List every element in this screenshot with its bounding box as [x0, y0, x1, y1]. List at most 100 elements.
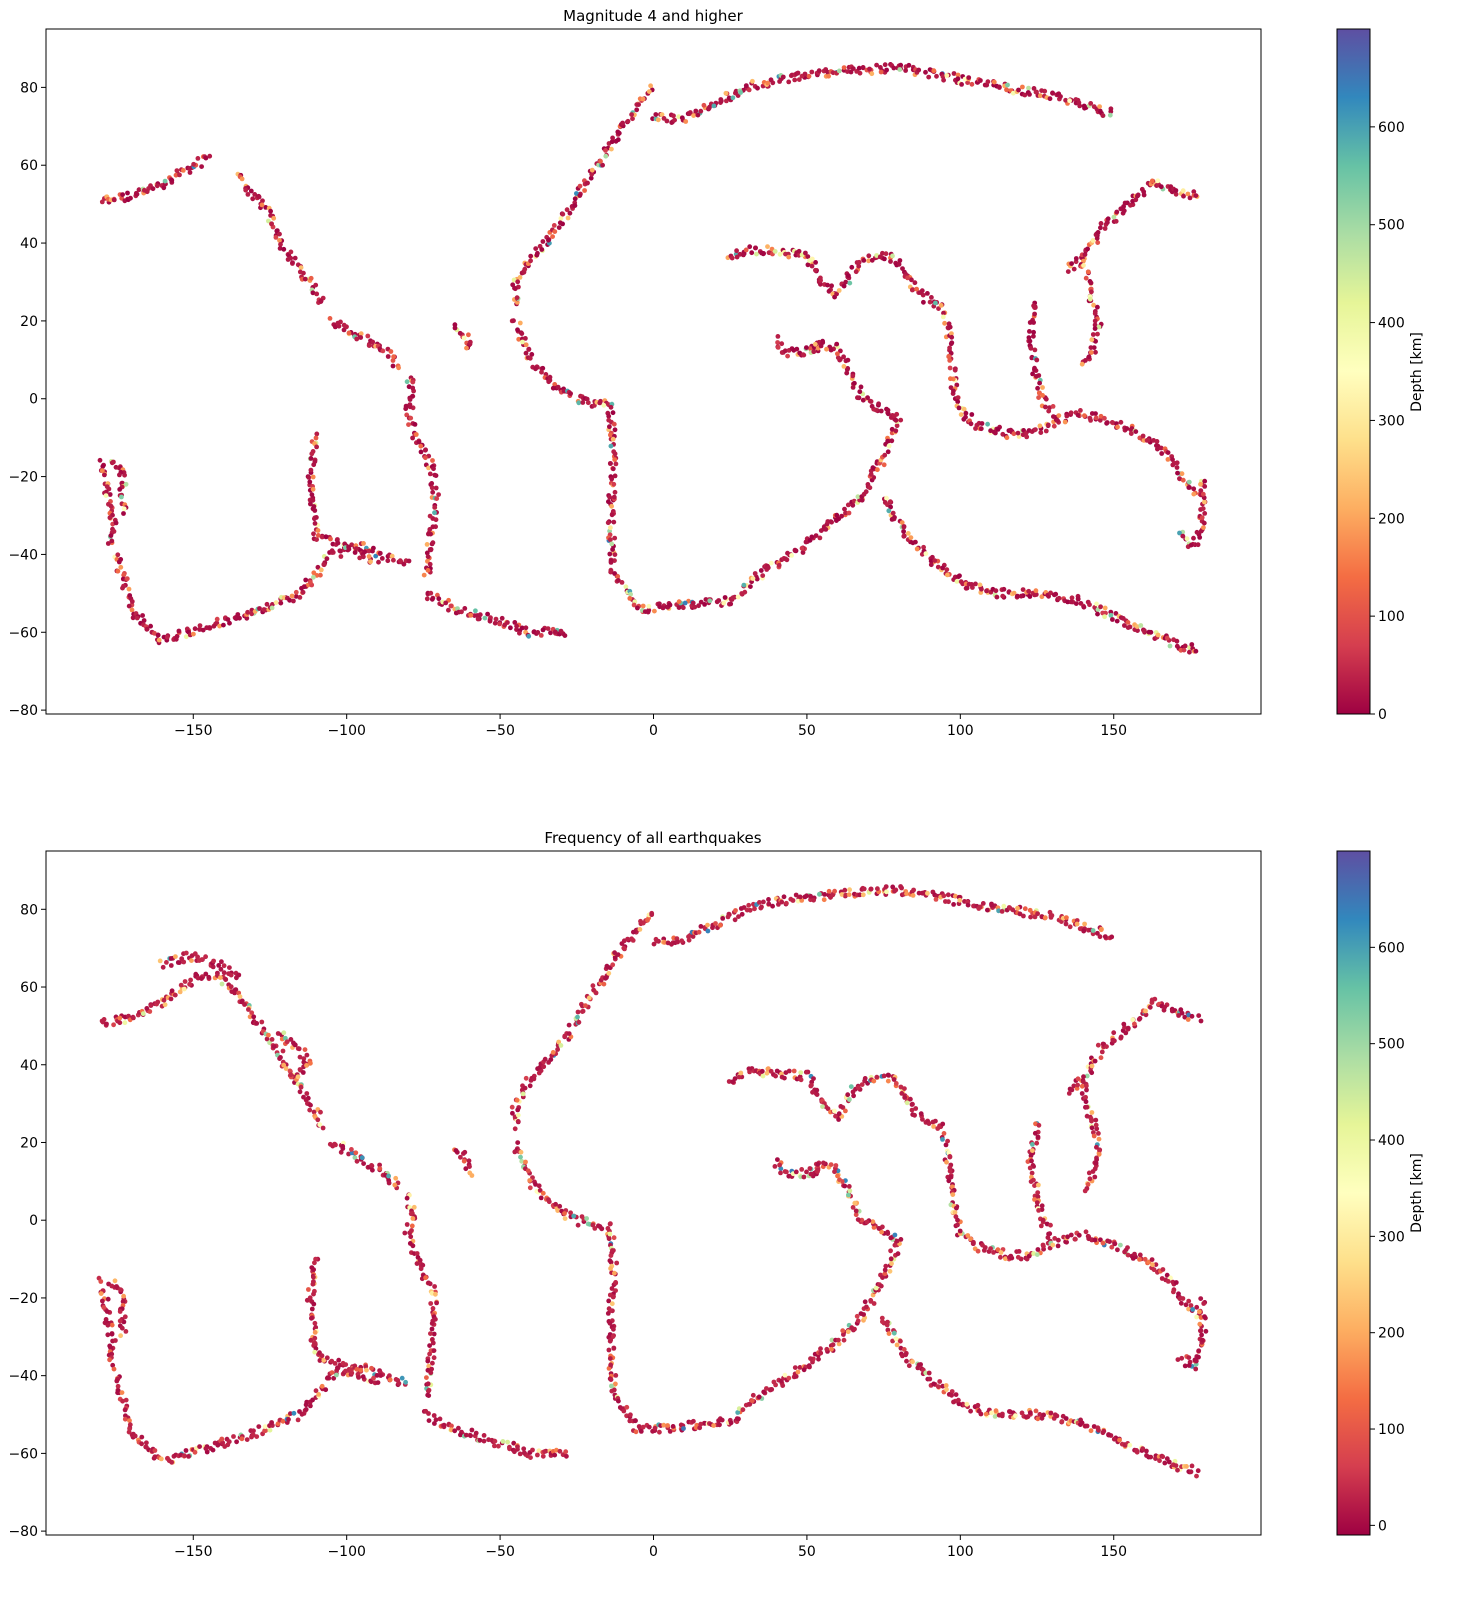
earthquake-point	[936, 1384, 941, 1390]
earthquake-point	[371, 1375, 376, 1381]
earthquake-point	[753, 245, 758, 251]
earthquake-point	[237, 615, 242, 621]
earthquake-point	[236, 972, 242, 978]
earthquake-point	[514, 1097, 520, 1103]
earthquake-point	[613, 1381, 618, 1387]
earthquake-point	[1010, 90, 1016, 96]
earthquake-point	[291, 598, 296, 604]
earthquake-point	[879, 1315, 885, 1321]
earthquake-point	[141, 618, 147, 623]
earthquake-point	[1197, 1321, 1203, 1327]
earthquake-point	[1032, 1197, 1037, 1202]
earthquake-point	[725, 914, 731, 920]
earthquake-point	[1032, 592, 1038, 598]
earthquake-point	[954, 579, 960, 584]
earthquake-point	[280, 1418, 286, 1424]
earthquake-point	[313, 435, 319, 441]
earthquake-point	[105, 541, 111, 546]
earthquake-point	[945, 892, 951, 898]
earthquake-point	[540, 1190, 546, 1196]
earthquake-point	[1093, 349, 1098, 355]
earthquake-point	[947, 358, 953, 363]
earthquake-point	[1143, 1008, 1148, 1014]
earthquake-point	[608, 443, 614, 449]
earthquake-point	[607, 1338, 613, 1344]
earthquake-point	[1024, 434, 1030, 440]
earthquake-point	[432, 505, 438, 510]
earthquake-point	[156, 637, 162, 643]
earthquake-point	[1050, 1242, 1056, 1248]
earthquake-point	[1199, 1332, 1204, 1338]
earthquake-point	[259, 202, 265, 208]
earthquake-point	[811, 349, 817, 355]
earthquake-point	[271, 215, 277, 221]
earthquake-point	[994, 594, 1000, 600]
earthquake-point	[995, 1247, 1001, 1253]
earthquake-point	[650, 116, 655, 122]
earthquake-point	[406, 422, 411, 427]
earthquake-point	[624, 1404, 630, 1410]
earthquake-point	[332, 1361, 338, 1366]
earthquake-point	[1098, 221, 1104, 226]
earthquake-point	[1104, 1044, 1109, 1049]
earthquake-point	[311, 574, 316, 580]
earthquake-point	[310, 290, 316, 296]
earthquake-point	[1196, 1013, 1202, 1018]
earthquake-point	[880, 250, 885, 256]
earthquake-point	[726, 95, 732, 101]
x-tick-label: 100	[947, 1544, 974, 1560]
earthquake-point	[584, 1216, 589, 1221]
earthquake-point	[278, 600, 284, 606]
earthquake-point	[836, 1341, 842, 1347]
earthquake-point	[588, 175, 594, 181]
earthquake-point	[558, 216, 564, 221]
earthquake-point	[764, 1070, 770, 1076]
earthquake-point	[878, 1283, 884, 1289]
earthquake-point	[269, 221, 274, 227]
earthquake-point	[947, 324, 953, 330]
earthquake-point	[227, 620, 232, 626]
earthquake-point	[950, 1192, 956, 1197]
earthquake-point	[800, 550, 806, 555]
earthquake-point	[432, 510, 437, 516]
earthquake-point	[365, 333, 371, 339]
earthquake-point	[969, 412, 975, 417]
earthquake-point	[1047, 96, 1053, 102]
earthquake-point	[1137, 1016, 1143, 1021]
earthquake-point	[985, 907, 990, 913]
earthquake-point	[913, 1106, 919, 1111]
earthquake-point	[1093, 411, 1098, 416]
earthquake-point	[620, 120, 625, 126]
earthquake-point	[173, 636, 179, 642]
earthquake-point	[319, 1353, 325, 1359]
earthquake-point	[1100, 113, 1106, 118]
earthquake-point	[269, 1420, 274, 1425]
earthquake-point	[724, 98, 729, 104]
earthquake-point	[860, 892, 866, 898]
earthquake-point	[733, 88, 739, 94]
earthquake-point	[909, 1102, 915, 1107]
earthquake-point	[888, 1248, 893, 1254]
earthquake-point	[297, 1067, 303, 1072]
earthquake-point	[808, 1083, 814, 1089]
earthquake-point	[1035, 1190, 1041, 1195]
earthquake-point	[614, 1260, 620, 1266]
earthquake-point	[306, 475, 312, 480]
earthquake-point	[436, 492, 441, 497]
earthquake-point	[1028, 1153, 1034, 1159]
earthquake-point	[425, 554, 431, 560]
earthquake-point	[1115, 424, 1120, 430]
earthquake-point	[722, 595, 728, 600]
earthquake-point	[1130, 1256, 1136, 1261]
earthquake-point	[1109, 934, 1115, 940]
earthquake-point	[1031, 1251, 1036, 1256]
earthquake-point	[801, 1174, 807, 1180]
earthquake-point	[885, 438, 891, 444]
earthquake-point	[904, 1358, 909, 1364]
earthquake-point	[881, 1073, 887, 1079]
earthquake-point	[356, 1375, 361, 1380]
earthquake-point	[606, 1298, 612, 1304]
earthquake-point	[1132, 1021, 1137, 1027]
earthquake-point	[835, 355, 841, 361]
